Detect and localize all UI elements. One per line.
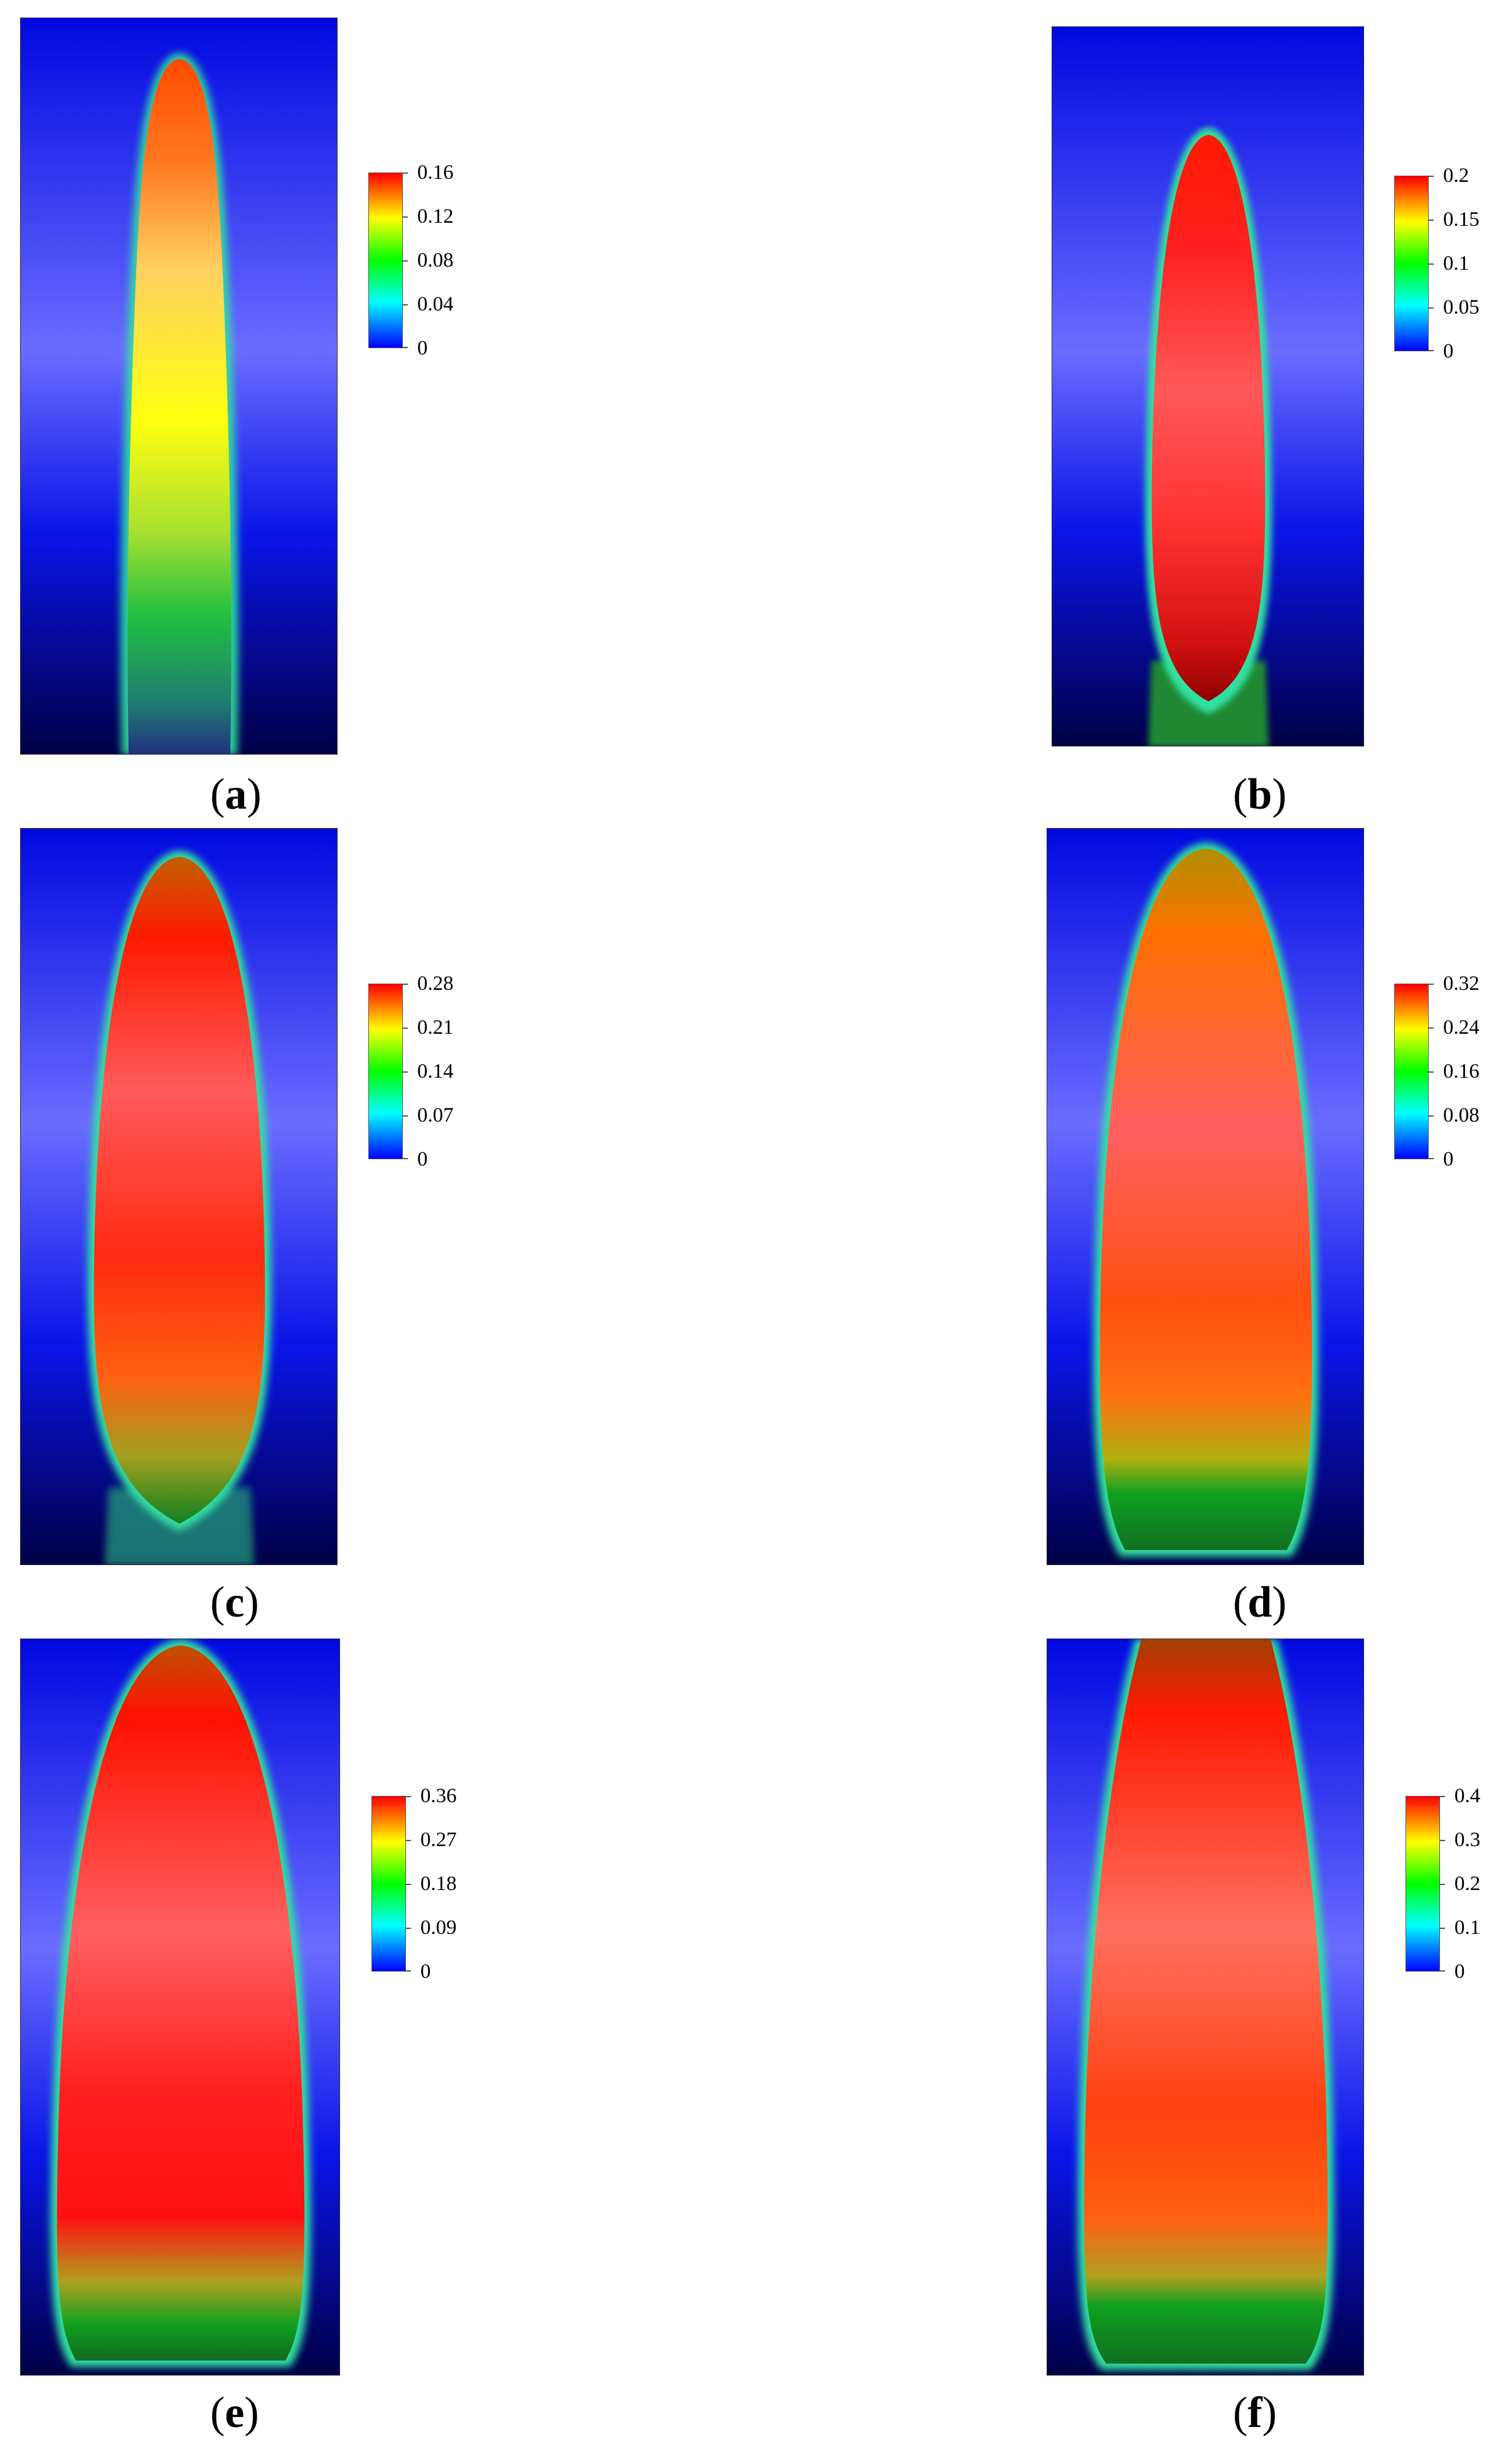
colorbar-tick-label: 0	[417, 1148, 428, 1171]
contour-plot-b	[1052, 26, 1364, 746]
colorbar-tick-label: 0	[1443, 1148, 1454, 1171]
colorbar-tick-label: 0.09	[420, 1916, 457, 1939]
contour-svg-b	[1052, 27, 1363, 746]
colorbar-tick-label: 0.36	[420, 1785, 457, 1807]
plume-core-e	[56, 1645, 305, 2360]
colorbar-strip-c	[368, 984, 403, 1159]
colorbar-tick-label: 0.18	[420, 1872, 457, 1895]
colorbar-tick-label: 0.1	[1454, 1916, 1481, 1939]
contour-svg-c	[21, 829, 337, 1564]
colorbar-tick-label: 0.2	[1443, 164, 1469, 187]
caption-e: (e)	[210, 2389, 259, 2437]
colorbar-tick-label: 0.15	[1443, 208, 1480, 231]
contour-svg-a	[21, 18, 337, 754]
colorbar-tick-label: 0.08	[417, 249, 454, 272]
colorbar-tick-label: 0.32	[1443, 972, 1480, 995]
plume-core-f	[1084, 1639, 1328, 2364]
colorbar-strip-e	[371, 1796, 406, 1972]
colorbar-strip-d	[1394, 984, 1429, 1159]
colorbar-tick-label: 0.4	[1454, 1785, 1481, 1807]
contour-plot-d	[1047, 828, 1364, 1565]
colorbar-strip-a	[368, 173, 403, 348]
contour-plot-f	[1047, 1638, 1364, 2376]
colorbar-strip-f	[1405, 1796, 1440, 1972]
colorbar-tick-label: 0.28	[417, 972, 454, 995]
colorbar-tick-label: 0	[1454, 1960, 1465, 1983]
colorbar-tick-label: 0.07	[417, 1104, 454, 1127]
caption-a: (a)	[210, 770, 262, 819]
colorbar-tick-label: 0.16	[1443, 1060, 1480, 1083]
contour-svg-f	[1047, 1639, 1363, 2375]
contour-plot-c	[20, 828, 338, 1565]
contour-plot-a	[20, 18, 338, 755]
caption-b: (b)	[1233, 770, 1287, 819]
contour-plot-e	[20, 1638, 340, 2376]
plume-core-d	[1099, 849, 1313, 1550]
contour-svg-d	[1047, 829, 1363, 1564]
caption-f: (f)	[1233, 2389, 1277, 2437]
colorbar-tick-label: 0.1	[1443, 252, 1469, 275]
colorbar-tick-label: 0	[417, 337, 428, 359]
colorbar-tick-label: 0.27	[420, 1829, 457, 1851]
colorbar-tick-label: 0.3	[1454, 1829, 1481, 1851]
plume-core-a	[127, 59, 232, 754]
caption-d: (d)	[1233, 1578, 1287, 1627]
colorbar-tick-label: 0.24	[1443, 1016, 1480, 1039]
colorbar-tick-label: 0.16	[417, 161, 454, 184]
colorbar-tick-label: 0	[420, 1960, 431, 1983]
colorbar-tick-label: 0.14	[417, 1060, 454, 1083]
colorbar-tick-label: 0.12	[417, 205, 454, 228]
colorbar-tick-label: 0.2	[1454, 1872, 1481, 1895]
contour-svg-e	[21, 1639, 339, 2375]
colorbar-tick-label: 0.21	[417, 1016, 454, 1039]
colorbar-strip-b	[1394, 176, 1429, 351]
colorbar-tick-label: 0.04	[417, 293, 454, 316]
colorbar-tick-label: 0.08	[1443, 1104, 1480, 1127]
plume-core-c	[93, 857, 265, 1524]
colorbar-tick-label: 0	[1443, 340, 1454, 363]
plume-core-b	[1151, 135, 1266, 701]
caption-c: (c)	[210, 1578, 259, 1627]
colorbar-tick-label: 0.05	[1443, 296, 1480, 319]
